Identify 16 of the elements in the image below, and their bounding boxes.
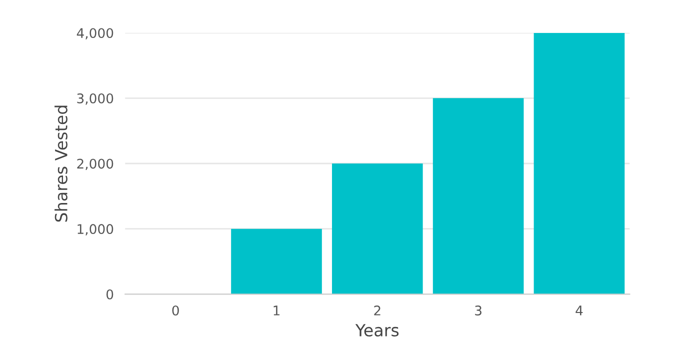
bar — [534, 32, 625, 294]
x-axis-title: Years — [355, 324, 399, 337]
y-tick-label: 0 — [106, 289, 114, 300]
y-tick-label: 2,000 — [77, 158, 114, 170]
y-tick-label: 3,000 — [77, 93, 114, 105]
bar — [432, 98, 524, 294]
y-axis-title: Shares Vested — [54, 106, 68, 222]
x-tick-label: 4 — [576, 306, 583, 316]
x-tick-label: 2 — [374, 306, 380, 316]
x-tick-label: 0 — [172, 306, 179, 316]
bar — [332, 164, 423, 294]
y-tick-label: 1,000 — [78, 224, 114, 236]
bar — [231, 228, 322, 294]
x-tick-label: 3 — [475, 306, 482, 316]
y-tick-label: 4,000 — [76, 28, 114, 40]
x-tick-label: 1 — [274, 306, 280, 316]
